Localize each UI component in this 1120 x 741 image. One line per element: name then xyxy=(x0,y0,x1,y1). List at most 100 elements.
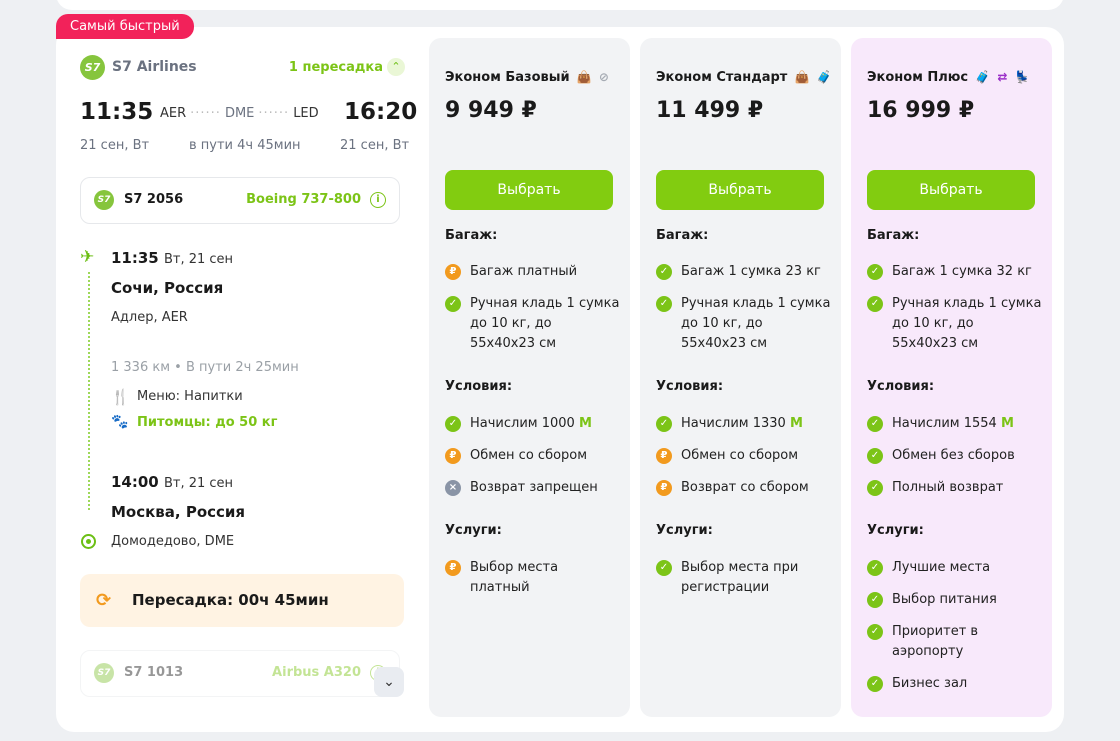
feature-item: ✓ Лучшие места xyxy=(867,558,1042,578)
feature-item: ₽ Обмен со сбором xyxy=(656,446,831,466)
feature-item: ₽ Выбор места платный xyxy=(445,558,620,598)
paid-icon: ₽ xyxy=(656,480,672,496)
feature-item: × Возврат запрещен xyxy=(445,478,620,498)
chevron-down-icon[interactable]: ⌄ xyxy=(374,667,404,697)
fare-name: Эконом Базовый 👜 ⊘ xyxy=(445,70,609,85)
feature-item: ✓ Выбор питания xyxy=(867,590,1042,610)
segment-departure-airport: Адлер, AER xyxy=(111,310,188,325)
feature-item: ✓ Приоритет в аэропорту xyxy=(867,622,1042,662)
timeline-line xyxy=(88,272,90,510)
conditions-title: Условия: xyxy=(656,379,724,394)
hand-bag-icon: 👜 xyxy=(790,70,810,84)
check-icon: ✓ xyxy=(867,624,883,640)
select-fare-button[interactable]: Выбрать xyxy=(445,170,613,210)
feature-item: ✓ Багаж 1 сумка 32 кг xyxy=(867,262,1042,282)
previous-card-edge xyxy=(56,0,1064,10)
fare-column-economy-standard: Эконом Стандарт 👜 🧳 11 499 ₽ Выбрать Баг… xyxy=(640,38,841,717)
fare-column-economy-basic: Эконом Базовый 👜 ⊘ 9 949 ₽ Выбрать Багаж… xyxy=(429,38,630,717)
airline-row: S7 S7 Airlines 1 пересадка ⌃ xyxy=(80,55,405,81)
services-title: Услуги: xyxy=(867,523,924,538)
transfers-toggle-link[interactable]: 1 пересадка xyxy=(288,60,383,75)
feature-item: ✓ Начислим 1330 M xyxy=(656,414,831,434)
arrival-time: 16:20 xyxy=(344,99,418,125)
baggage-title: Багаж: xyxy=(656,228,709,243)
s7-logo-icon: S7 xyxy=(80,55,105,80)
transfer-duration: Пересадка: 00ч 45мин xyxy=(132,591,329,609)
suitcase-icon: 🧳 xyxy=(812,70,832,84)
baggage-title: Багаж: xyxy=(867,228,920,243)
total-duration: в пути 4ч 45мин xyxy=(189,138,301,153)
info-icon[interactable]: i xyxy=(370,192,386,208)
fare-column-economy-plus: Эконом Плюс 🧳 ⇄ 💺 16 999 ₽ Выбрать Багаж… xyxy=(851,38,1052,717)
miles-icon: M xyxy=(789,416,803,431)
feature-item: ✓ Начислим 1554 M xyxy=(867,414,1042,434)
check-icon: ✓ xyxy=(867,448,883,464)
cutlery-icon: 🍴 xyxy=(111,388,130,406)
transfer-info: ⟳ Пересадка: 00ч 45мин xyxy=(80,574,404,627)
conditions-title: Условия: xyxy=(867,379,935,394)
check-icon: ✓ xyxy=(867,560,883,576)
feature-item: ✓ Ручная кладь 1 сумка до 10 кг, до 55х40… xyxy=(445,294,620,354)
fare-name: Эконом Стандарт 👜 🧳 xyxy=(656,70,832,85)
feature-item: ₽ Обмен со сбором xyxy=(445,446,620,466)
feature-item: ✓ Ручная кладь 1 сумка до 10 кг, до 55х40… xyxy=(656,294,831,354)
check-icon: ✓ xyxy=(445,296,461,312)
conditions-title: Условия: xyxy=(445,379,513,394)
baggage-title: Багаж: xyxy=(445,228,498,243)
departure-date: 21 сен, Вт xyxy=(80,138,150,153)
miles-icon: M xyxy=(578,416,592,431)
refresh-icon: ⟳ xyxy=(96,590,112,611)
check-icon: ✓ xyxy=(867,480,883,496)
chevron-up-icon[interactable]: ⌃ xyxy=(387,58,405,76)
segment-arrival-city: Москва, Россия xyxy=(111,503,246,521)
menu-info: Меню: Напитки xyxy=(137,389,243,404)
miles-icon: M xyxy=(1000,416,1014,431)
aircraft-type: Boeing 737-800 xyxy=(246,192,361,207)
fastest-badge: Самый быстрый xyxy=(56,14,194,39)
route-codes: AER ······ DME ······ LED xyxy=(160,106,319,121)
segment-departure-city: Сочи, Россия xyxy=(111,279,224,297)
s7-logo-icon: S7 xyxy=(94,663,114,683)
check-icon: ✓ xyxy=(867,676,883,692)
flight-info-box-2: S7 S7 1013 Airbus A320 i xyxy=(80,650,400,697)
select-fare-button[interactable]: Выбрать xyxy=(656,170,824,210)
hand-bag-icon: 👜 xyxy=(572,70,592,84)
arrival-marker-icon xyxy=(81,534,96,549)
select-fare-button[interactable]: Выбрать xyxy=(867,170,1035,210)
check-icon: ✓ xyxy=(867,592,883,608)
services-title: Услуги: xyxy=(445,523,502,538)
feature-item: ✓ Обмен без сборов xyxy=(867,446,1042,466)
paid-icon: ₽ xyxy=(445,448,461,464)
fare-name: Эконом Плюс 🧳 ⇄ 💺 xyxy=(867,70,1030,85)
via-code: DME xyxy=(224,106,255,121)
paid-icon: ₽ xyxy=(445,560,461,576)
exchange-icon: ⇄ xyxy=(993,70,1008,84)
departure-time: 11:35 xyxy=(80,99,154,125)
check-icon: ✓ xyxy=(656,560,672,576)
segment-departure-time: 11:35 Вт, 21 сен xyxy=(111,249,234,267)
pets-info: Питомцы: до 50 кг xyxy=(137,415,278,430)
paw-icon: 🐾 xyxy=(111,414,129,430)
suitcase-icon: 🧳 xyxy=(971,70,991,84)
departure-plane-icon: ✈ xyxy=(80,247,95,267)
origin-code: AER xyxy=(160,106,187,121)
services-title: Услуги: xyxy=(656,523,713,538)
arrival-date: 21 сен, Вт xyxy=(340,138,410,153)
feature-item: ✓ Бизнес зал xyxy=(867,674,1042,694)
feature-item: ₽ Возврат со сбором xyxy=(656,478,831,498)
feature-item: ₽ Багаж платный xyxy=(445,262,620,282)
fare-price: 9 949 ₽ xyxy=(445,98,537,123)
airline-name: S7 Airlines xyxy=(112,59,197,75)
aircraft-type: Airbus A320 xyxy=(272,665,361,680)
cross-icon: × xyxy=(445,480,461,496)
feature-item: ✓ Начислим 1000 M xyxy=(445,414,620,434)
check-icon: ✓ xyxy=(656,264,672,280)
feature-item: ✓ Ручная кладь 1 сумка до 10 кг, до 55х40… xyxy=(867,294,1042,354)
check-icon: ✓ xyxy=(867,264,883,280)
flight-number: S7 2056 xyxy=(124,192,184,207)
segment-distance: 1 336 км • В пути 2ч 25мин xyxy=(111,360,299,375)
flight-info-box: S7 S7 2056 Boeing 737-800 i xyxy=(80,177,400,224)
flight-number: S7 1013 xyxy=(124,665,184,680)
check-icon: ✓ xyxy=(445,416,461,432)
segment-arrival-airport: Домодедово, DME xyxy=(111,534,235,549)
